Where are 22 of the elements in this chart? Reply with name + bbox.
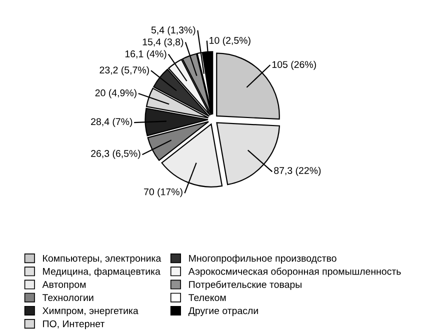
legend-label: Компьютеры, электроника	[43, 254, 162, 264]
data-label: 10 (2,5%)	[210, 36, 250, 46]
legend-label: Многопрофильное производство	[189, 254, 336, 264]
data-label: 105 (26%)	[272, 60, 316, 70]
legend-label: Химпром, энергетика	[42, 307, 138, 316]
data-label: 16,1 (4%)	[125, 50, 166, 60]
data-label: 20 (4,9%)	[95, 89, 136, 98]
legend-label: Медицина, фармацевтика	[43, 268, 160, 277]
legend-label: Потребительские товары	[189, 280, 302, 290]
legend-label: Технологии	[42, 294, 94, 302]
legend-label: ПО, Интернет	[43, 320, 104, 330]
legend-label: Другие отрасли	[188, 307, 258, 316]
data-label: 15,4 (3,8)	[142, 38, 184, 48]
legend-label: Автопром	[42, 281, 86, 290]
legend-label: Аэрокосмическая оборонная промышленность	[188, 268, 401, 277]
data-label: 23,2 (5,7%)	[100, 66, 149, 76]
data-label: 87,3 (22%)	[274, 166, 321, 176]
data-label: 28,4 (7%)	[91, 118, 132, 128]
data-label: 26,3 (6,5%)	[91, 150, 140, 159]
legend-label: Телеком	[188, 294, 226, 302]
data-label: 70 (17%)	[144, 188, 182, 198]
data-label: 5,4 (1,3%)	[151, 26, 196, 36]
